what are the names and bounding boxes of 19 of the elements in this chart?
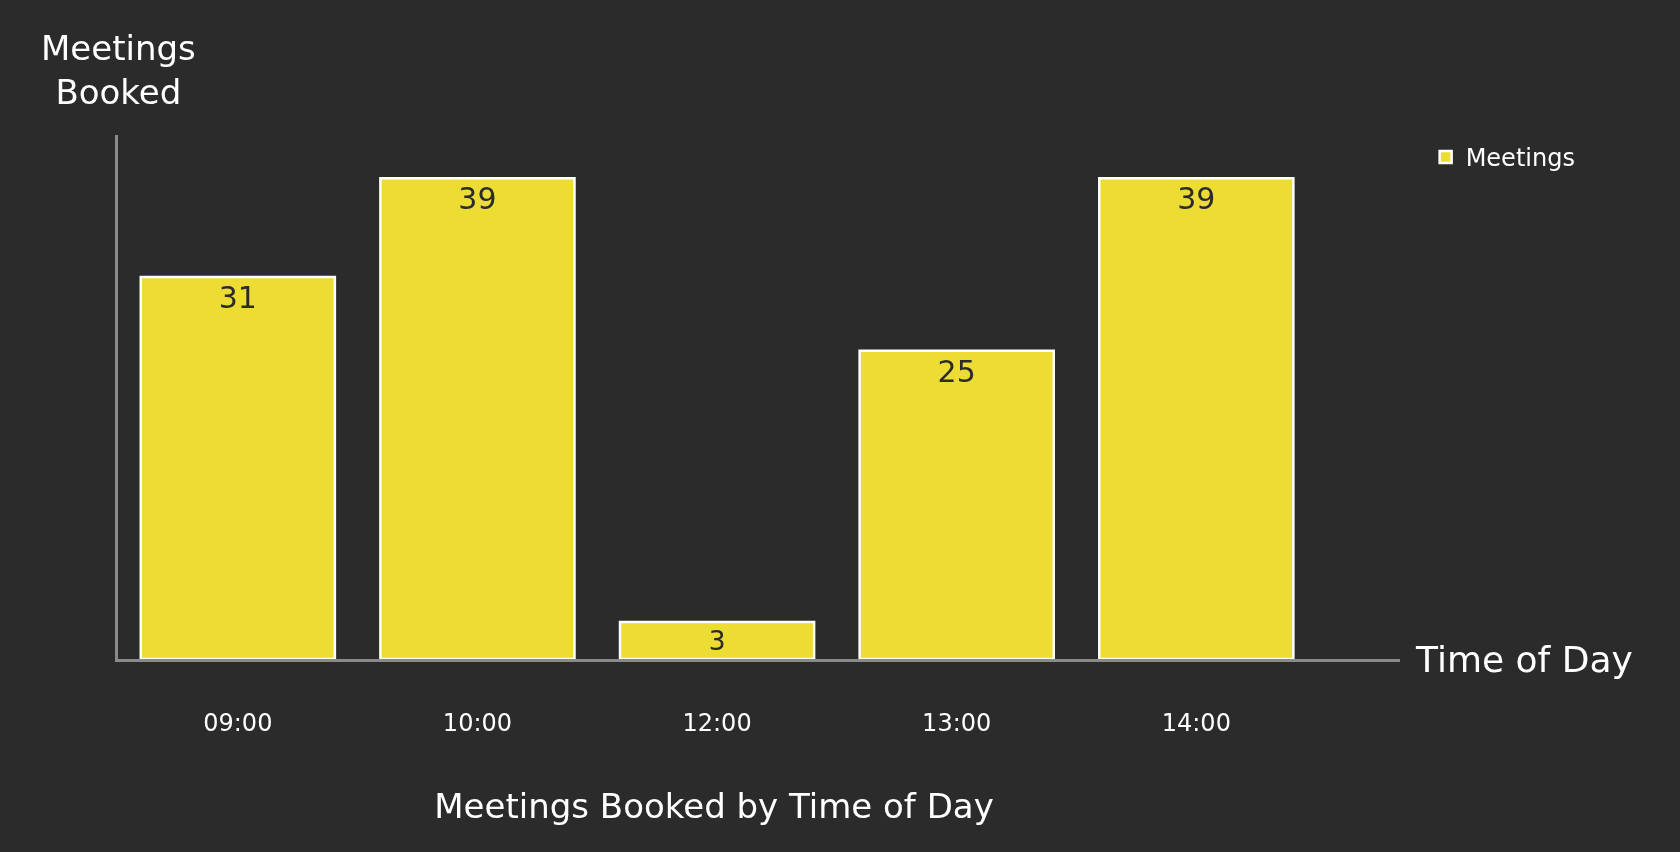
- data-label: 39: [1177, 181, 1216, 217]
- x-tick-label: 13:00: [922, 708, 992, 737]
- data-label: 31: [218, 279, 257, 315]
- bar: [139, 275, 337, 659]
- bar: [858, 349, 1055, 659]
- data-label: 3: [708, 624, 726, 656]
- data-label: 25: [937, 353, 976, 389]
- bar: [1098, 177, 1295, 659]
- text: Meetings Booked by Time of Day: [434, 785, 994, 826]
- x-tick-label: 12:00: [682, 708, 752, 737]
- bar: [618, 620, 816, 659]
- x-axis-title: Time of Day: [1415, 639, 1633, 680]
- x-tick-label: 14:00: [1161, 708, 1231, 737]
- data-label: 39: [458, 181, 497, 217]
- bar: [379, 177, 576, 659]
- x-tick-label: 10:00: [442, 708, 513, 737]
- y-axis-title: Meetings Booked: [41, 28, 196, 113]
- legend-label: Meetings: [1465, 144, 1575, 173]
- x-tick-label: 09:00: [203, 708, 273, 737]
